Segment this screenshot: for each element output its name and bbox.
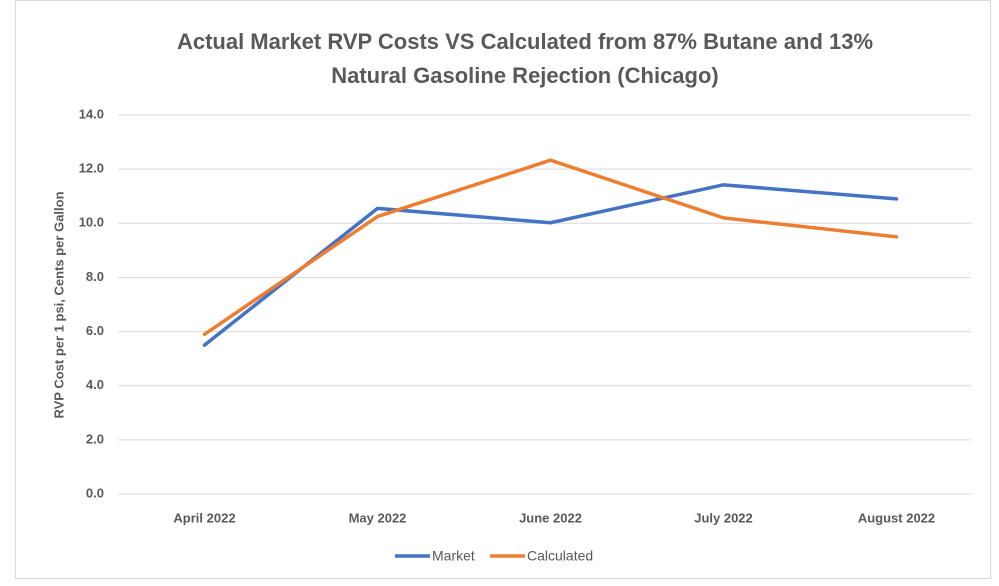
y-tick-label: 2.0 [86,431,104,446]
legend-label: Calculated [527,548,593,564]
y-tick-label: 14.0 [79,106,104,121]
y-tick-label: 10.0 [79,215,104,230]
legend-label: Market [432,548,475,564]
y-tick-label: 4.0 [86,377,104,392]
chart-title: Actual Market RVP Costs VS Calculated fr… [177,29,873,54]
x-tick-label: April 2022 [173,510,235,525]
x-tick-label: June 2022 [519,510,582,525]
x-tick-label: July 2022 [694,510,753,525]
y-tick-label: 0.0 [86,485,104,500]
x-tick-label: August 2022 [858,510,935,525]
y-tick-label: 12.0 [79,161,104,176]
chart-title: Natural Gasoline Rejection (Chicago) [331,63,719,88]
chart-border [15,0,991,579]
y-tick-label: 6.0 [86,323,104,338]
y-axis-label: RVP Cost per 1 psi, Cents per Gallon [51,191,66,418]
line-series [202,158,899,337]
x-tick-label: May 2022 [349,510,407,525]
y-tick-label: 8.0 [86,269,104,284]
